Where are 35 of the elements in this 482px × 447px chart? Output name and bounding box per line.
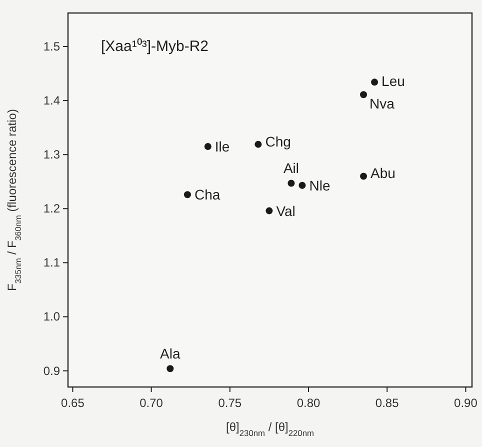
y-tick-label: 0.9 xyxy=(43,364,60,378)
point xyxy=(266,207,273,214)
x-tick-label: 0.65 xyxy=(61,396,85,410)
annotation: Nva xyxy=(370,96,395,112)
annotation: Val xyxy=(276,202,296,219)
annotation: Ala xyxy=(160,346,181,362)
x-tick-label: 0.70 xyxy=(140,396,164,410)
y-tick-label: 1.5 xyxy=(43,40,60,54)
point xyxy=(184,191,191,198)
y-tick-label: 1.3 xyxy=(43,148,60,162)
y-tick-label: 1.0 xyxy=(43,310,60,324)
annotation: Leu xyxy=(382,73,405,90)
x-tick-label: 0.75 xyxy=(218,396,242,410)
y-tick-label: 1.1 xyxy=(43,256,60,270)
point xyxy=(298,182,306,189)
x-axis-title: [θ]$_{230nm}$ / [θ]$_{220nm}$ xyxy=(226,420,314,438)
y-tick-label: 1.2 xyxy=(43,202,60,216)
annotation: Abu xyxy=(370,165,396,182)
y-tick-label: 1.4 xyxy=(43,94,60,108)
annotation: Ile xyxy=(214,138,230,154)
point xyxy=(204,143,212,150)
point xyxy=(166,365,174,372)
point xyxy=(360,172,368,180)
annotation: Cha xyxy=(194,186,220,203)
x-tick-label: 0.80 xyxy=(296,396,321,410)
annotation: Chg xyxy=(265,133,291,150)
point xyxy=(288,180,295,187)
x-tick-label: 0.85 xyxy=(375,396,400,410)
x-tick-label: 0.90 xyxy=(454,396,478,410)
text: [Xaa¹⁰³]-Myb-R2 xyxy=(101,38,209,55)
point xyxy=(254,140,262,148)
annotation: Ail xyxy=(283,160,300,176)
point xyxy=(360,91,368,98)
point xyxy=(371,78,378,86)
annotation: Nle xyxy=(309,177,330,194)
